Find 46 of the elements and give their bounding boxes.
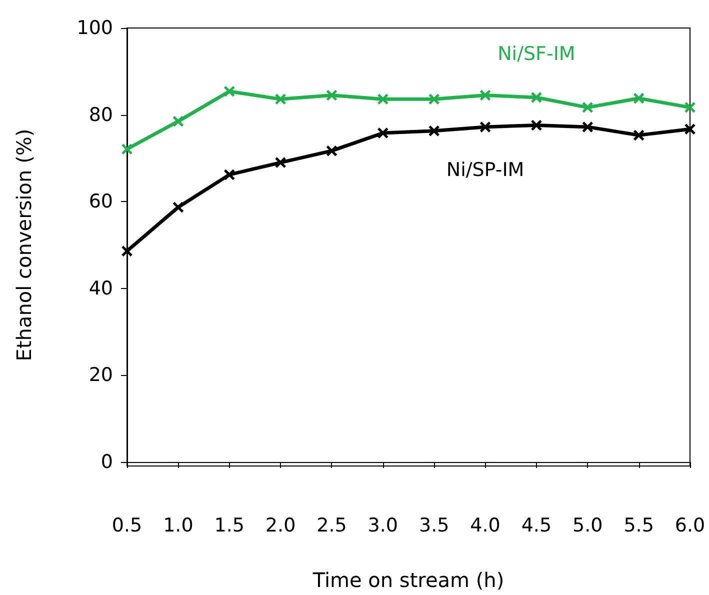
y-tick-label: 0 bbox=[100, 451, 113, 473]
x-tick-label: 2.5 bbox=[316, 514, 347, 536]
point bbox=[582, 121, 594, 133]
x-tick-label: 4.0 bbox=[470, 514, 500, 536]
point bbox=[684, 102, 696, 114]
point bbox=[377, 93, 389, 105]
y-tick-label: 100 bbox=[76, 17, 113, 39]
point bbox=[274, 93, 286, 105]
point bbox=[172, 201, 184, 213]
point bbox=[428, 93, 440, 105]
x-tick-label: 5.5 bbox=[624, 514, 654, 536]
x-tick-label: 5.0 bbox=[572, 514, 603, 536]
point bbox=[530, 119, 542, 131]
point bbox=[326, 145, 338, 157]
point bbox=[172, 116, 184, 128]
x-tick-label: 1.5 bbox=[214, 514, 244, 536]
y-tick-label: 40 bbox=[88, 277, 113, 300]
point bbox=[224, 168, 236, 180]
series-label: Ni/SP-IM bbox=[446, 159, 524, 182]
point bbox=[633, 92, 645, 104]
x-tick-label: 1.0 bbox=[163, 514, 194, 536]
point bbox=[326, 90, 338, 102]
y-tick-label: 20 bbox=[88, 364, 113, 386]
series-label: Ni/SF-IM bbox=[498, 43, 576, 66]
x-axis-title: Time on stream (h) bbox=[312, 568, 504, 592]
point bbox=[428, 125, 440, 137]
point bbox=[633, 129, 645, 141]
x-tick-label: 2.0 bbox=[265, 514, 296, 536]
point bbox=[530, 92, 542, 104]
y-axis-title: Ethanol conversion (%) bbox=[12, 128, 36, 362]
point bbox=[480, 90, 492, 102]
point bbox=[121, 143, 133, 155]
point bbox=[377, 127, 389, 139]
point bbox=[224, 86, 236, 98]
x-tick-label: 3.0 bbox=[368, 514, 398, 536]
y-tick-label: 60 bbox=[88, 190, 113, 213]
x-tick-label: 0.5 bbox=[112, 514, 142, 536]
point bbox=[684, 123, 696, 135]
x-tick-label: 6.0 bbox=[674, 514, 706, 536]
point bbox=[274, 156, 286, 168]
y-tick-label: 80 bbox=[88, 104, 113, 126]
point bbox=[480, 121, 492, 133]
x-tick-label: 4.5 bbox=[521, 514, 552, 536]
point bbox=[582, 102, 594, 114]
point bbox=[121, 245, 133, 257]
x-tick-label: 3.5 bbox=[418, 514, 450, 536]
